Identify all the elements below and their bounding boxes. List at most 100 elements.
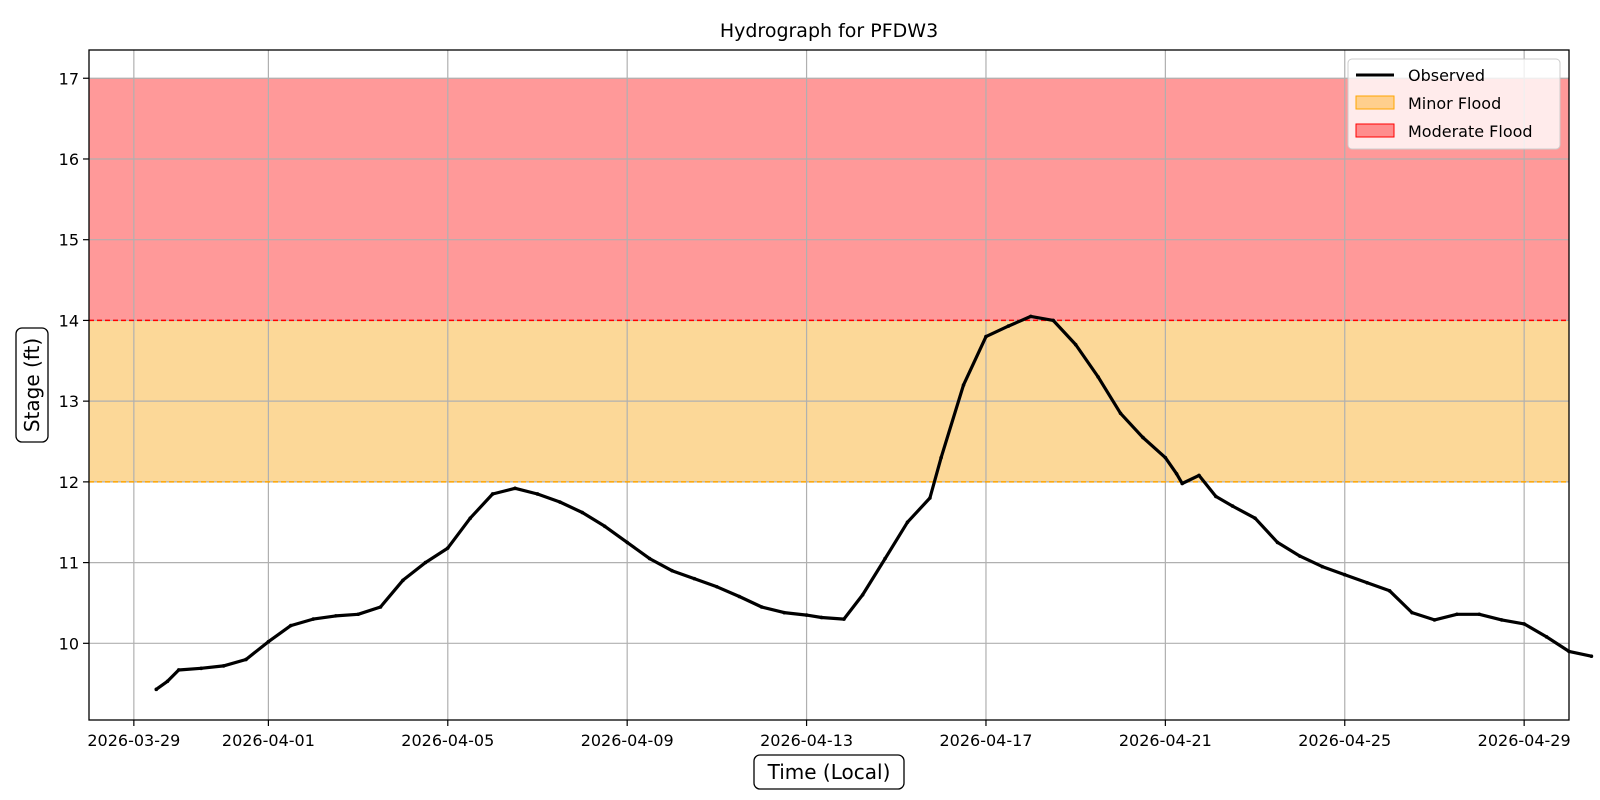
x-tick-label-3: 2026-04-09 xyxy=(581,731,674,750)
legend-moderate-label: Moderate Flood xyxy=(1408,122,1533,141)
x-tick-label-4: 2026-04-13 xyxy=(760,731,853,750)
chart-title: Hydrograph for PFDW3 xyxy=(720,20,938,42)
y-tick-label-6: 16 xyxy=(59,150,79,169)
band-moderate-flood xyxy=(89,78,1569,321)
legend-minor-swatch xyxy=(1355,95,1395,110)
data-point-48 xyxy=(1174,471,1179,476)
data-point-54 xyxy=(1275,540,1280,545)
data-point-61 xyxy=(1432,618,1437,622)
data-point-55 xyxy=(1298,554,1302,558)
data-point-66 xyxy=(1544,635,1549,639)
data-point-63 xyxy=(1477,612,1482,617)
y-axis-label-box xyxy=(15,327,49,443)
data-point-6 xyxy=(266,639,271,644)
data-point-11 xyxy=(378,605,383,609)
data-point-56 xyxy=(1320,564,1325,569)
data-point-10 xyxy=(356,612,360,617)
y-tick-label-5: 15 xyxy=(59,231,79,250)
data-point-46 xyxy=(1141,435,1145,440)
x-tick-label-7: 2026-04-25 xyxy=(1298,731,1391,750)
y-axis-label-group: Stage (ft) xyxy=(15,327,49,443)
data-point-7 xyxy=(289,623,293,628)
plot-frame xyxy=(88,49,1570,721)
data-point-23 xyxy=(647,556,652,561)
x-tick-label-6: 2026-04-21 xyxy=(1119,731,1212,750)
x-tick-label-5: 2026-04-17 xyxy=(939,731,1032,750)
data-point-64 xyxy=(1499,618,1504,622)
data-point-17 xyxy=(513,486,517,491)
x-tick-label-2: 2026-04-05 xyxy=(401,731,494,750)
data-point-51 xyxy=(1214,494,1218,499)
data-point-43 xyxy=(1073,342,1078,347)
data-point-14 xyxy=(445,546,450,550)
threshold-lines xyxy=(89,319,1569,483)
data-point-24 xyxy=(670,568,674,573)
x-tick-label-1: 2026-04-01 xyxy=(222,731,315,750)
data-point-58 xyxy=(1365,580,1369,585)
data-point-62 xyxy=(1455,612,1459,617)
data-point-9 xyxy=(333,614,338,618)
legend-moderate-swatch xyxy=(1355,123,1395,138)
data-point-40 xyxy=(1006,324,1011,328)
data-point-52 xyxy=(1230,504,1235,508)
data-point-37 xyxy=(939,455,943,460)
data-point-0 xyxy=(154,687,159,692)
x-axis-label: Time (Local) xyxy=(767,760,891,784)
legend-frame xyxy=(1347,58,1561,150)
data-point-47 xyxy=(1163,455,1168,460)
data-point-8 xyxy=(311,617,316,621)
data-point-53 xyxy=(1253,516,1257,520)
data-point-38 xyxy=(961,383,966,387)
y-tick-label-3: 13 xyxy=(59,392,79,411)
legend-observed-label: Observed xyxy=(1408,66,1485,85)
data-point-13 xyxy=(423,560,428,565)
data-point-35 xyxy=(905,520,910,525)
data-point-25 xyxy=(692,576,697,581)
data-point-1 xyxy=(165,679,170,684)
x-tick-label-0: 2026-03-29 xyxy=(87,731,180,750)
data-point-5 xyxy=(244,657,248,662)
y-tick-label-7: 17 xyxy=(59,69,79,88)
x-axis-ticks: 2026-03-29 2026-04-01 2026-04-05 2026-04-09… xyxy=(87,720,1571,750)
x-axis-label-box xyxy=(753,754,905,790)
data-point-65 xyxy=(1522,622,1526,626)
data-point-41 xyxy=(1029,314,1033,319)
data-point-26 xyxy=(715,585,719,589)
y-axis-ticks: 10 11 12 13 14 15 16 17 xyxy=(59,69,89,653)
data-point-12 xyxy=(401,578,405,583)
data-point-39 xyxy=(984,334,988,339)
data-point-28 xyxy=(759,605,764,609)
data-point-44 xyxy=(1096,375,1100,379)
data-point-20 xyxy=(580,510,585,515)
data-point-2 xyxy=(176,668,181,672)
data-point-18 xyxy=(535,492,540,496)
data-point-32 xyxy=(842,617,846,621)
data-point-68 xyxy=(1589,654,1594,659)
data-point-16 xyxy=(490,492,495,496)
y-tick-label-0: 10 xyxy=(59,634,79,653)
data-point-30 xyxy=(804,613,809,617)
y-tick-label-1: 11 xyxy=(59,554,79,573)
x-tick-label-8: 2026-04-29 xyxy=(1478,731,1571,750)
data-point-59 xyxy=(1387,589,1392,593)
data-point-22 xyxy=(625,540,629,545)
data-point-19 xyxy=(558,500,562,504)
y-tick-label-2: 12 xyxy=(59,473,79,492)
data-point-49 xyxy=(1180,481,1184,486)
data-point-60 xyxy=(1410,610,1414,615)
data-point-29 xyxy=(782,610,786,615)
data-point-15 xyxy=(468,516,473,520)
data-point-34 xyxy=(883,556,887,561)
data-point-3 xyxy=(199,666,203,671)
data-point-21 xyxy=(602,524,607,529)
data-point-57 xyxy=(1342,572,1347,577)
data-point-4 xyxy=(221,664,226,668)
data-point-27 xyxy=(737,594,742,599)
series-observed xyxy=(154,314,1594,692)
data-point-33 xyxy=(860,593,865,597)
data-point-45 xyxy=(1118,411,1123,416)
flood-bands xyxy=(89,78,1569,482)
data-point-42 xyxy=(1051,318,1056,323)
legend-minor-label: Minor Flood xyxy=(1408,94,1501,113)
